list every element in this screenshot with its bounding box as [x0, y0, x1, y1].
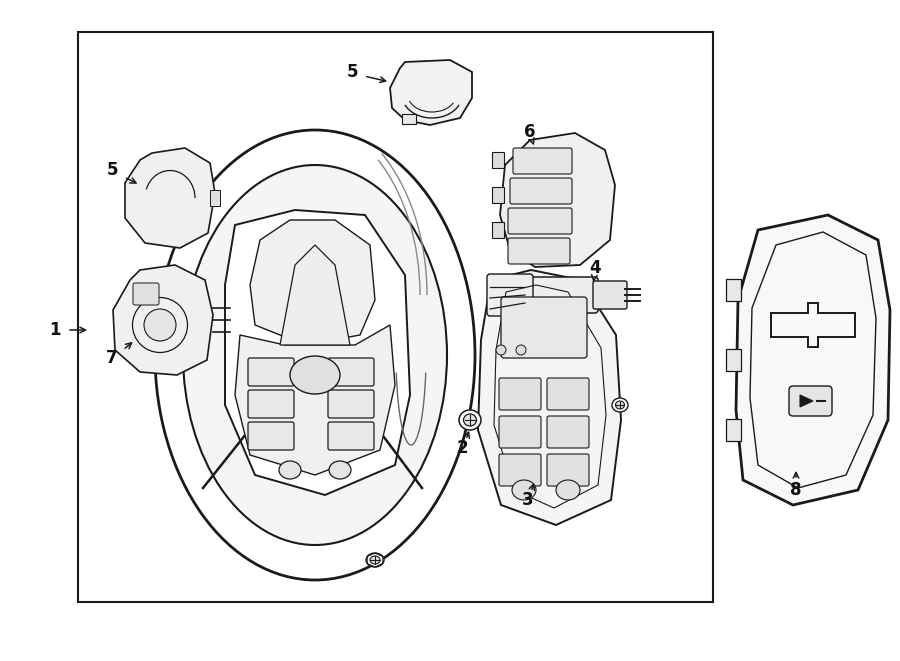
- FancyBboxPatch shape: [726, 349, 741, 371]
- Polygon shape: [113, 265, 213, 375]
- Ellipse shape: [556, 480, 580, 500]
- Text: 8: 8: [790, 481, 802, 499]
- FancyBboxPatch shape: [499, 416, 541, 448]
- Ellipse shape: [464, 414, 476, 426]
- Text: 5: 5: [106, 161, 118, 179]
- Ellipse shape: [329, 461, 351, 479]
- Polygon shape: [800, 395, 813, 407]
- Text: 3: 3: [522, 491, 534, 509]
- Ellipse shape: [516, 345, 526, 355]
- FancyBboxPatch shape: [547, 454, 589, 486]
- Ellipse shape: [512, 480, 536, 500]
- Polygon shape: [500, 133, 615, 267]
- FancyBboxPatch shape: [513, 148, 572, 174]
- FancyBboxPatch shape: [248, 390, 294, 418]
- Ellipse shape: [612, 398, 628, 412]
- Polygon shape: [235, 325, 395, 475]
- FancyBboxPatch shape: [593, 281, 627, 309]
- FancyBboxPatch shape: [499, 454, 541, 486]
- Polygon shape: [390, 60, 472, 125]
- Ellipse shape: [616, 401, 625, 409]
- Ellipse shape: [496, 345, 506, 355]
- FancyBboxPatch shape: [248, 422, 294, 450]
- Ellipse shape: [279, 461, 301, 479]
- FancyBboxPatch shape: [492, 152, 504, 168]
- Ellipse shape: [290, 356, 340, 394]
- Bar: [78, 32, 713, 602]
- Text: 1: 1: [50, 321, 61, 339]
- FancyBboxPatch shape: [522, 277, 598, 313]
- FancyBboxPatch shape: [726, 279, 741, 301]
- Polygon shape: [250, 220, 375, 345]
- FancyBboxPatch shape: [510, 178, 572, 204]
- Ellipse shape: [366, 553, 384, 567]
- FancyBboxPatch shape: [328, 358, 374, 386]
- FancyBboxPatch shape: [492, 222, 504, 238]
- FancyBboxPatch shape: [328, 422, 374, 450]
- FancyBboxPatch shape: [133, 283, 159, 305]
- Polygon shape: [736, 215, 890, 505]
- FancyBboxPatch shape: [726, 419, 741, 441]
- FancyBboxPatch shape: [328, 390, 374, 418]
- Text: 6: 6: [524, 123, 536, 141]
- Ellipse shape: [370, 556, 380, 564]
- FancyBboxPatch shape: [499, 378, 541, 410]
- FancyBboxPatch shape: [508, 208, 572, 234]
- FancyBboxPatch shape: [248, 358, 294, 386]
- Ellipse shape: [183, 165, 447, 545]
- FancyBboxPatch shape: [547, 378, 589, 410]
- Text: 7: 7: [106, 349, 118, 367]
- Polygon shape: [280, 245, 350, 345]
- FancyBboxPatch shape: [508, 238, 570, 264]
- FancyBboxPatch shape: [492, 187, 504, 203]
- FancyBboxPatch shape: [210, 190, 220, 206]
- FancyBboxPatch shape: [547, 416, 589, 448]
- FancyBboxPatch shape: [487, 274, 533, 316]
- FancyBboxPatch shape: [501, 297, 587, 358]
- Ellipse shape: [155, 130, 475, 580]
- Polygon shape: [478, 270, 621, 525]
- Polygon shape: [225, 210, 410, 495]
- FancyBboxPatch shape: [402, 114, 416, 124]
- Text: 4: 4: [590, 259, 601, 277]
- Polygon shape: [125, 148, 215, 248]
- Ellipse shape: [459, 410, 481, 430]
- Ellipse shape: [144, 309, 176, 341]
- Text: 2: 2: [456, 439, 468, 457]
- FancyBboxPatch shape: [789, 386, 832, 416]
- Text: 5: 5: [346, 63, 358, 81]
